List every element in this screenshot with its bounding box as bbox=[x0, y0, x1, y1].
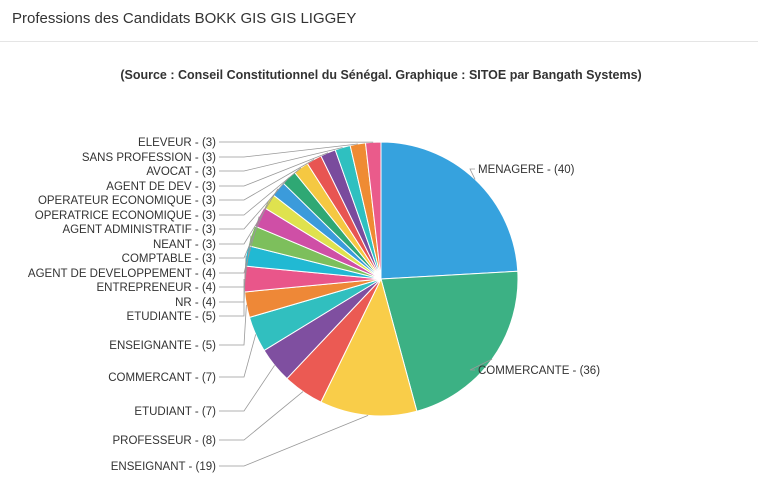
slice-label-10: AGENT DE DEVELOPPEMENT - (4) bbox=[28, 268, 216, 280]
pie-slice-19[interactable] bbox=[364, 141, 382, 280]
slice-label-3: PROFESSEUR - (8) bbox=[112, 435, 216, 447]
label-connector-6 bbox=[219, 304, 247, 346]
slice-label-4: ETUDIANT - (7) bbox=[134, 406, 216, 418]
label-connector-7 bbox=[219, 279, 245, 317]
slice-label-11: COMPTABLE - (3) bbox=[122, 253, 217, 265]
slice-label-6: ENSEIGNANTE - (5) bbox=[109, 340, 216, 352]
label-connector-3 bbox=[219, 391, 304, 441]
slice-label-8: NR - (4) bbox=[175, 297, 216, 309]
slice-label-7: ETUDIANTE - (5) bbox=[127, 311, 217, 323]
slice-label-18: SANS PROFESSION - (3) bbox=[82, 152, 216, 164]
slice-label-9: ENTREPRENEUR - (4) bbox=[97, 282, 217, 294]
chart-header: Professions des Candidats BOKK GIS GIS L… bbox=[0, 0, 758, 42]
label-connector-18 bbox=[219, 143, 358, 158]
slice-label-0: MENAGERE - (40) bbox=[478, 164, 575, 176]
slice-label-14: OPERATRICE ECONOMIQUE - (3) bbox=[35, 210, 216, 222]
slice-label-17: AVOCAT - (3) bbox=[146, 166, 216, 178]
label-connector-16 bbox=[219, 152, 329, 187]
pie-slices bbox=[243, 141, 519, 417]
label-connector-8 bbox=[219, 255, 247, 303]
label-connector-1 bbox=[469, 358, 493, 371]
label-connector-17 bbox=[219, 147, 343, 172]
label-connector-14 bbox=[219, 167, 302, 216]
label-connector-11 bbox=[219, 200, 269, 259]
label-connector-5 bbox=[219, 334, 257, 378]
label-connector-12 bbox=[219, 188, 279, 245]
slice-label-13: AGENT ADMINISTRATIF - (3) bbox=[62, 224, 216, 236]
slice-label-16: AGENT DE DEV - (3) bbox=[106, 181, 216, 193]
label-connector-2 bbox=[219, 415, 369, 467]
label-connectors bbox=[219, 141, 493, 467]
page-title: Professions des Candidats BOKK GIS GIS L… bbox=[12, 10, 357, 27]
label-connector-15 bbox=[219, 159, 315, 201]
label-connector-4 bbox=[219, 365, 275, 412]
pie-chart: (Source : Conseil Constitutionnel du Sén… bbox=[28, 68, 642, 473]
slice-label-2: ENSEIGNANT - (19) bbox=[111, 461, 216, 473]
label-connector-0 bbox=[469, 168, 476, 180]
slice-label-1: COMMERCANTE - (36) bbox=[478, 365, 600, 377]
slice-label-5: COMMERCANT - (7) bbox=[108, 372, 216, 384]
slice-label-12: NEANT - (3) bbox=[153, 239, 216, 251]
slice-labels: MENAGERE - (40) COMMERCANTE - (36) ELEVEUR… bbox=[28, 137, 600, 473]
chart-subtitle: (Source : Conseil Constitutionnel du Sén… bbox=[120, 68, 641, 82]
pie-slice-0[interactable] bbox=[380, 141, 519, 280]
slice-label-15: OPERATEUR ECONOMIQUE - (3) bbox=[38, 195, 216, 207]
pie-slice-1[interactable] bbox=[380, 270, 519, 412]
slice-label-19: ELEVEUR - (3) bbox=[138, 137, 216, 149]
label-connector-10 bbox=[219, 216, 260, 274]
